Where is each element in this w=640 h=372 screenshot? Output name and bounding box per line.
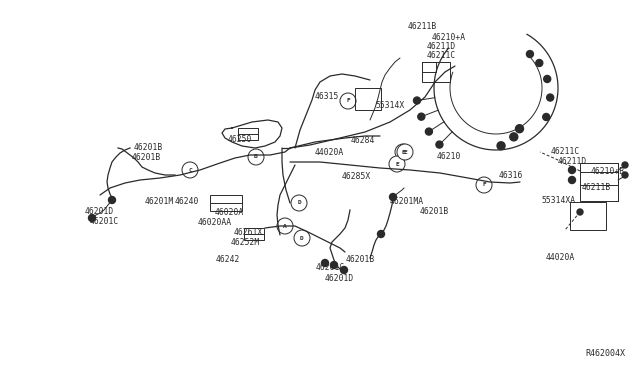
Circle shape <box>248 149 264 165</box>
Text: 46020A: 46020A <box>215 208 244 217</box>
Text: 46201B: 46201B <box>134 143 163 152</box>
Text: 46201D: 46201D <box>325 274 355 283</box>
Bar <box>210 195 242 211</box>
Text: 46285X: 46285X <box>342 172 371 181</box>
Text: 46252M: 46252M <box>231 238 260 247</box>
Text: 46242: 46242 <box>216 255 241 264</box>
Text: 46316: 46316 <box>499 171 524 180</box>
Text: D: D <box>300 235 304 241</box>
Circle shape <box>547 94 554 101</box>
Circle shape <box>497 142 505 150</box>
Circle shape <box>577 209 583 215</box>
Bar <box>244 228 264 240</box>
Text: 46201D: 46201D <box>85 207 115 216</box>
Text: 46020AA: 46020AA <box>198 218 232 227</box>
Text: R462004X: R462004X <box>585 349 625 358</box>
Circle shape <box>390 193 397 201</box>
Text: 46210+A: 46210+A <box>432 33 466 42</box>
Text: 46201M: 46201M <box>145 197 174 206</box>
Text: E: E <box>403 150 407 154</box>
Text: A: A <box>283 224 287 228</box>
Circle shape <box>291 195 307 211</box>
Text: 46201C: 46201C <box>316 263 345 272</box>
Text: B: B <box>254 154 258 160</box>
Circle shape <box>568 176 575 183</box>
Bar <box>580 163 618 201</box>
Text: 55314XA: 55314XA <box>541 196 575 205</box>
Text: 46201B: 46201B <box>132 153 161 162</box>
Circle shape <box>277 218 293 234</box>
Circle shape <box>536 60 543 67</box>
Circle shape <box>622 162 628 168</box>
Text: 44020A: 44020A <box>315 148 344 157</box>
Circle shape <box>109 196 115 203</box>
Text: 46210: 46210 <box>437 152 461 161</box>
Text: 46201B: 46201B <box>346 255 375 264</box>
Text: C: C <box>188 167 192 173</box>
Text: 46211D: 46211D <box>558 157 588 166</box>
Circle shape <box>544 76 550 83</box>
Circle shape <box>418 113 425 120</box>
Text: E: E <box>401 150 405 154</box>
Bar <box>238 128 258 140</box>
Text: 46211D: 46211D <box>427 42 456 51</box>
Circle shape <box>413 97 420 104</box>
Text: E: E <box>395 161 399 167</box>
Circle shape <box>426 128 433 135</box>
Text: 46211C: 46211C <box>427 51 456 60</box>
Text: 46284: 46284 <box>351 136 376 145</box>
Bar <box>355 88 381 110</box>
Circle shape <box>378 231 385 237</box>
Text: 46240: 46240 <box>175 197 200 206</box>
Circle shape <box>397 144 413 160</box>
Text: 46250: 46250 <box>228 135 252 144</box>
Text: 46210+B: 46210+B <box>591 167 625 176</box>
Bar <box>422 62 436 72</box>
Circle shape <box>527 51 534 58</box>
Circle shape <box>476 177 492 193</box>
Text: D: D <box>297 201 301 205</box>
Text: F: F <box>346 99 350 103</box>
Circle shape <box>395 144 411 160</box>
Circle shape <box>321 260 328 266</box>
Circle shape <box>330 262 337 269</box>
Circle shape <box>294 230 310 246</box>
Text: 46211B: 46211B <box>408 22 437 31</box>
Text: 46201B: 46201B <box>420 207 449 216</box>
Text: 44020A: 44020A <box>546 253 575 262</box>
Circle shape <box>340 266 348 273</box>
Text: 46211C: 46211C <box>551 147 580 156</box>
Circle shape <box>515 125 524 133</box>
Text: 46201MA: 46201MA <box>390 197 424 206</box>
Circle shape <box>182 162 198 178</box>
Circle shape <box>510 133 518 141</box>
Text: F: F <box>482 183 486 187</box>
Bar <box>570 202 606 230</box>
Text: 46201C: 46201C <box>90 217 119 226</box>
Text: 55314X: 55314X <box>375 101 404 110</box>
Circle shape <box>436 141 443 148</box>
Bar <box>422 62 450 82</box>
Circle shape <box>88 215 95 221</box>
Circle shape <box>543 113 550 121</box>
Circle shape <box>389 156 405 172</box>
Circle shape <box>622 172 628 178</box>
Text: 46315: 46315 <box>315 92 339 101</box>
Circle shape <box>568 167 575 173</box>
Text: 46211B: 46211B <box>582 183 611 192</box>
Text: 46261X: 46261X <box>234 228 263 237</box>
